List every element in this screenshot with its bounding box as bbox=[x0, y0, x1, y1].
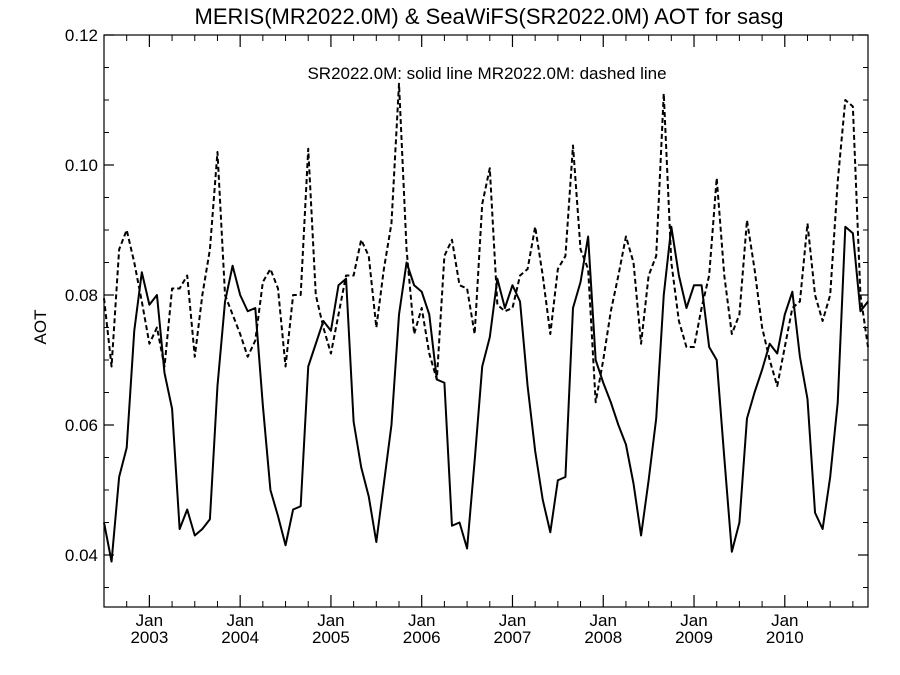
series-layer bbox=[103, 82, 869, 563]
x-tick-month-label: Jan bbox=[680, 611, 707, 630]
x-tick-year-label: 2010 bbox=[766, 628, 804, 647]
plot-frame bbox=[103, 34, 869, 608]
y-axis-ticks: 0.04 0.06 0.08 0.10 0.12 bbox=[65, 26, 868, 588]
x-tick-month-label: Jan bbox=[771, 611, 798, 630]
x-tick-month-label: Jan bbox=[499, 611, 526, 630]
x-axis-ticks: Jan2003Jan2004Jan2005Jan2006Jan2007Jan20… bbox=[103, 35, 854, 647]
x-tick-month-label: Jan bbox=[226, 611, 253, 630]
series-line-sr2022-0m bbox=[103, 225, 869, 563]
x-tick-month-label: Jan bbox=[408, 611, 435, 630]
x-tick-month-label: Jan bbox=[317, 611, 344, 630]
chart-title: MERIS(MR2022.0M) & SeaWiFS(SR2022.0M) AO… bbox=[195, 4, 784, 29]
y-tick-label: 0.08 bbox=[65, 286, 98, 305]
x-tick-year-label: 2008 bbox=[584, 628, 622, 647]
legend-annotation: SR2022.0M: solid line MR2022.0M: dashed … bbox=[307, 64, 666, 83]
x-tick-year-label: 2005 bbox=[312, 628, 350, 647]
y-tick-label: 0.10 bbox=[65, 156, 98, 175]
x-tick-year-label: 2003 bbox=[130, 628, 168, 647]
y-axis-label: AOT bbox=[31, 310, 50, 345]
y-tick-label: 0.04 bbox=[65, 546, 98, 565]
series-line-mr2022-0m bbox=[103, 82, 869, 404]
y-tick-label: 0.06 bbox=[65, 416, 98, 435]
y-tick-label: 0.12 bbox=[65, 26, 98, 45]
x-tick-year-label: 2009 bbox=[675, 628, 713, 647]
x-tick-month-label: Jan bbox=[590, 611, 617, 630]
x-tick-year-label: 2004 bbox=[221, 628, 259, 647]
x-tick-year-label: 2007 bbox=[494, 628, 532, 647]
x-tick-year-label: 2006 bbox=[403, 628, 441, 647]
x-tick-month-label: Jan bbox=[136, 611, 163, 630]
